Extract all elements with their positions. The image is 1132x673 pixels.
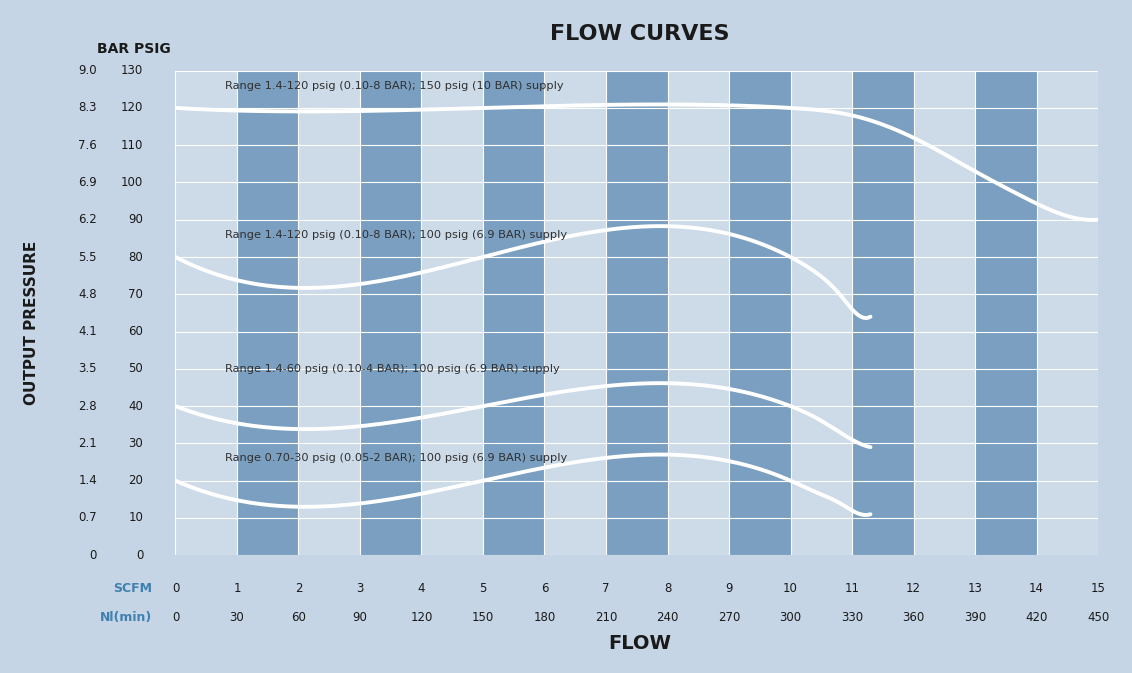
Text: 360: 360 (902, 611, 925, 624)
Text: 60: 60 (291, 611, 306, 624)
Bar (421, 71, 483, 555)
Text: 0: 0 (136, 548, 143, 562)
Text: 15: 15 (1090, 582, 1106, 595)
Text: 7.6: 7.6 (78, 139, 97, 151)
Text: Range 1.4-60 psig (0.10-4 BAR); 100 psig (6.9 BAR) supply: Range 1.4-60 psig (0.10-4 BAR); 100 psig… (224, 364, 559, 374)
Text: Range 1.4-120 psig (0.10-8 BAR); 100 psig (6.9 BAR) supply: Range 1.4-120 psig (0.10-8 BAR); 100 psi… (224, 229, 567, 240)
Text: 2: 2 (294, 582, 302, 595)
Text: 60: 60 (128, 325, 143, 338)
Text: 80: 80 (128, 250, 143, 264)
Text: 11: 11 (844, 582, 859, 595)
Text: 9.0: 9.0 (78, 64, 97, 77)
Bar (1037, 71, 1098, 555)
Text: 3: 3 (357, 582, 363, 595)
Text: 270: 270 (718, 611, 740, 624)
Text: 90: 90 (128, 213, 143, 226)
Text: 3.5: 3.5 (78, 362, 97, 376)
Text: 5: 5 (479, 582, 487, 595)
Bar (668, 71, 729, 555)
Text: 5.5: 5.5 (78, 250, 97, 264)
Text: 2.8: 2.8 (78, 400, 97, 413)
Text: 14: 14 (1029, 582, 1044, 595)
Text: 110: 110 (121, 139, 143, 151)
Text: 30: 30 (128, 437, 143, 450)
Text: SCFM: SCFM (113, 582, 153, 595)
Bar (175, 71, 237, 555)
Text: 2.1: 2.1 (78, 437, 97, 450)
Text: 1.4: 1.4 (78, 474, 97, 487)
Text: 8: 8 (663, 582, 671, 595)
Text: 10: 10 (783, 582, 798, 595)
Text: 0: 0 (89, 548, 97, 562)
Text: 50: 50 (128, 362, 143, 376)
Text: 4.8: 4.8 (78, 288, 97, 301)
Text: 4: 4 (418, 582, 426, 595)
Text: 0: 0 (172, 582, 179, 595)
Text: 420: 420 (1026, 611, 1048, 624)
Text: 12: 12 (906, 582, 921, 595)
Text: 240: 240 (657, 611, 679, 624)
Text: OUTPUT PRESSURE: OUTPUT PRESSURE (24, 241, 40, 405)
Text: 300: 300 (780, 611, 801, 624)
Text: 390: 390 (964, 611, 986, 624)
Bar (790, 71, 852, 555)
Text: 0: 0 (172, 611, 179, 624)
Text: 6: 6 (541, 582, 548, 595)
Text: 450: 450 (1087, 611, 1109, 624)
Text: 4.1: 4.1 (78, 325, 97, 338)
Text: 6.9: 6.9 (78, 176, 97, 189)
Text: 9: 9 (726, 582, 732, 595)
Text: 10: 10 (128, 511, 143, 524)
Text: 210: 210 (594, 611, 617, 624)
Text: 330: 330 (841, 611, 863, 624)
Text: 1: 1 (233, 582, 241, 595)
Text: 20: 20 (128, 474, 143, 487)
Bar (914, 71, 975, 555)
Text: FLOW: FLOW (608, 634, 671, 653)
Text: 180: 180 (533, 611, 556, 624)
Text: 90: 90 (352, 611, 368, 624)
Text: 100: 100 (121, 176, 143, 189)
Text: 70: 70 (128, 288, 143, 301)
Text: 8.3: 8.3 (78, 102, 97, 114)
Text: FLOW CURVES: FLOW CURVES (550, 24, 729, 44)
Text: 30: 30 (230, 611, 245, 624)
Text: Nl(min): Nl(min) (100, 611, 153, 624)
Text: BAR PSIG: BAR PSIG (97, 42, 171, 56)
Bar (544, 71, 606, 555)
Text: 0.7: 0.7 (78, 511, 97, 524)
Text: Range 0.70-30 psig (0.05-2 BAR); 100 psig (6.9 BAR) supply: Range 0.70-30 psig (0.05-2 BAR); 100 psi… (224, 454, 567, 463)
Text: 40: 40 (128, 400, 143, 413)
Text: Range 1.4-120 psig (0.10-8 BAR); 150 psig (10 BAR) supply: Range 1.4-120 psig (0.10-8 BAR); 150 psi… (224, 81, 564, 91)
Text: 7: 7 (602, 582, 610, 595)
Text: 120: 120 (121, 102, 143, 114)
Text: 13: 13 (968, 582, 983, 595)
Text: 120: 120 (410, 611, 432, 624)
Text: 150: 150 (472, 611, 494, 624)
Bar (299, 71, 360, 555)
Text: 6.2: 6.2 (78, 213, 97, 226)
Text: 130: 130 (121, 64, 143, 77)
